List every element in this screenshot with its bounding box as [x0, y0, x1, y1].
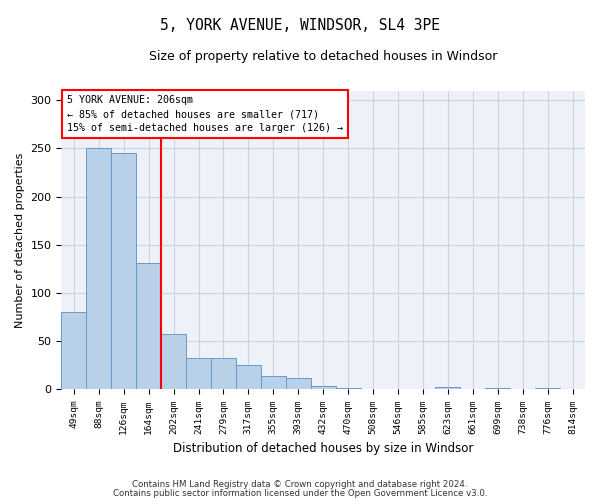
Text: 5 YORK AVENUE: 206sqm
← 85% of detached houses are smaller (717)
15% of semi-det: 5 YORK AVENUE: 206sqm ← 85% of detached …: [67, 95, 343, 133]
Bar: [261, 376, 286, 390]
Bar: [211, 358, 236, 390]
Bar: [535, 388, 560, 390]
Text: Contains HM Land Registry data © Crown copyright and database right 2024.: Contains HM Land Registry data © Crown c…: [132, 480, 468, 489]
Title: Size of property relative to detached houses in Windsor: Size of property relative to detached ho…: [149, 50, 497, 63]
Bar: [186, 358, 211, 390]
Bar: [86, 148, 111, 390]
Bar: [161, 334, 186, 390]
Bar: [111, 153, 136, 390]
Bar: [236, 366, 261, 390]
Bar: [311, 386, 335, 390]
Text: 5, YORK AVENUE, WINDSOR, SL4 3PE: 5, YORK AVENUE, WINDSOR, SL4 3PE: [160, 18, 440, 32]
X-axis label: Distribution of detached houses by size in Windsor: Distribution of detached houses by size …: [173, 442, 473, 455]
Bar: [136, 263, 161, 390]
Bar: [485, 388, 510, 390]
Bar: [61, 312, 86, 390]
Bar: [335, 388, 361, 390]
Bar: [286, 378, 311, 390]
Bar: [436, 386, 460, 390]
Text: Contains public sector information licensed under the Open Government Licence v3: Contains public sector information licen…: [113, 489, 487, 498]
Y-axis label: Number of detached properties: Number of detached properties: [15, 152, 25, 328]
